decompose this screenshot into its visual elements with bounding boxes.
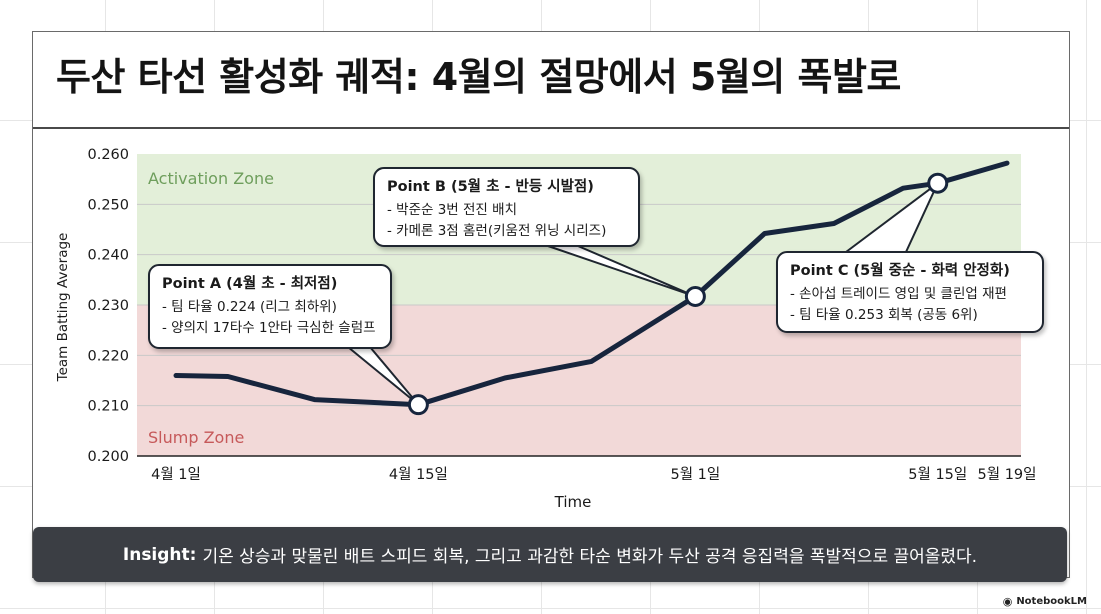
y-tick-label: 0.210: [87, 399, 129, 415]
x-tick-label: 5월 15일: [908, 466, 967, 483]
callout-point-b-line-2: - 카메론 3점 홈런(키움전 위닝 시리즈): [387, 223, 607, 239]
y-tick-labels: 0.260 0.250 0.240 0.230 0.220 0.210 0.200: [87, 147, 129, 465]
insight-text: 기온 상승과 맞물린 배트 스피드 회복, 그리고 과감한 타순 변화가 두산 …: [202, 547, 978, 567]
x-tick-labels: 4월 1일 4월 15일 5월 1일 5월 15일 5월 19일: [151, 466, 1036, 483]
callout-point-c-title: Point C (5월 중순 - 화력 안정화): [790, 263, 1010, 279]
insight-label: Insight:: [122, 544, 197, 565]
x-axis-label: Time: [554, 493, 592, 511]
series-line: [173, 160, 1010, 408]
callout-point-c: Point C (5월 중순 - 화력 안정화) - 손아섭 트레이드 영입 및…: [776, 251, 1044, 333]
notebooklm-logo-icon: ◉: [1002, 595, 1013, 608]
point-markers: [407, 172, 949, 416]
y-tick-label: 0.230: [87, 298, 129, 314]
point-a-marker: [407, 394, 429, 416]
callout-pointers: [347, 182, 939, 406]
point-c-marker: [927, 172, 949, 194]
brand-name: NotebookLM: [1016, 596, 1087, 607]
y-tick-label: 0.200: [87, 449, 129, 465]
y-tick-label: 0.250: [87, 197, 129, 213]
callout-point-a-line-2: - 양의지 17타수 1안타 극심한 슬럼프: [162, 320, 376, 336]
title-divider: [33, 127, 1069, 129]
y-tick-label: 0.220: [87, 348, 129, 364]
callout-point-c-line-2: - 팀 타율 0.253 회복 (공동 6위): [790, 307, 978, 323]
x-tick-label: 5월 19일: [978, 466, 1037, 483]
callout-point-a: Point A (4월 초 - 최저점) - 팀 타율 0.224 (리그 최하…: [148, 264, 392, 349]
y-tick-label: 0.240: [87, 248, 129, 264]
x-tick-label: 4월 15일: [389, 466, 448, 483]
activation-zone-label: Activation Zone: [148, 169, 274, 188]
brand-mark: ◉ NotebookLM: [1003, 595, 1087, 608]
insight-banner: Insight: 기온 상승과 맞물린 배트 스피드 회복, 그리고 과감한 타…: [33, 527, 1067, 582]
y-axis-label: Team Batting Average: [55, 233, 71, 383]
point-b-marker: [684, 285, 706, 307]
slump-zone-label: Slump Zone: [148, 428, 244, 447]
callout-point-b: Point B (5월 초 - 반등 시발점) - 박준순 3번 전진 배치 -…: [373, 167, 640, 247]
callout-point-a-title: Point A (4월 초 - 최저점): [162, 276, 338, 292]
y-tick-label: 0.260: [87, 147, 129, 163]
callout-point-b-line-1: - 박준순 3번 전진 배치: [387, 202, 517, 218]
page-title: 두산 타선 활성화 궤적: 4월의 절망에서 5월의 폭발로: [56, 55, 901, 99]
callout-point-a-line-1: - 팀 타율 0.224 (리그 최하위): [162, 299, 337, 315]
x-tick-label: 4월 1일: [151, 466, 201, 483]
callout-point-c-line-1: - 손아섭 트레이드 영입 및 클린업 재편: [790, 286, 1007, 302]
x-tick-label: 5월 1일: [671, 466, 721, 483]
callout-point-b-title: Point B (5월 초 - 반등 시발점): [387, 179, 594, 195]
